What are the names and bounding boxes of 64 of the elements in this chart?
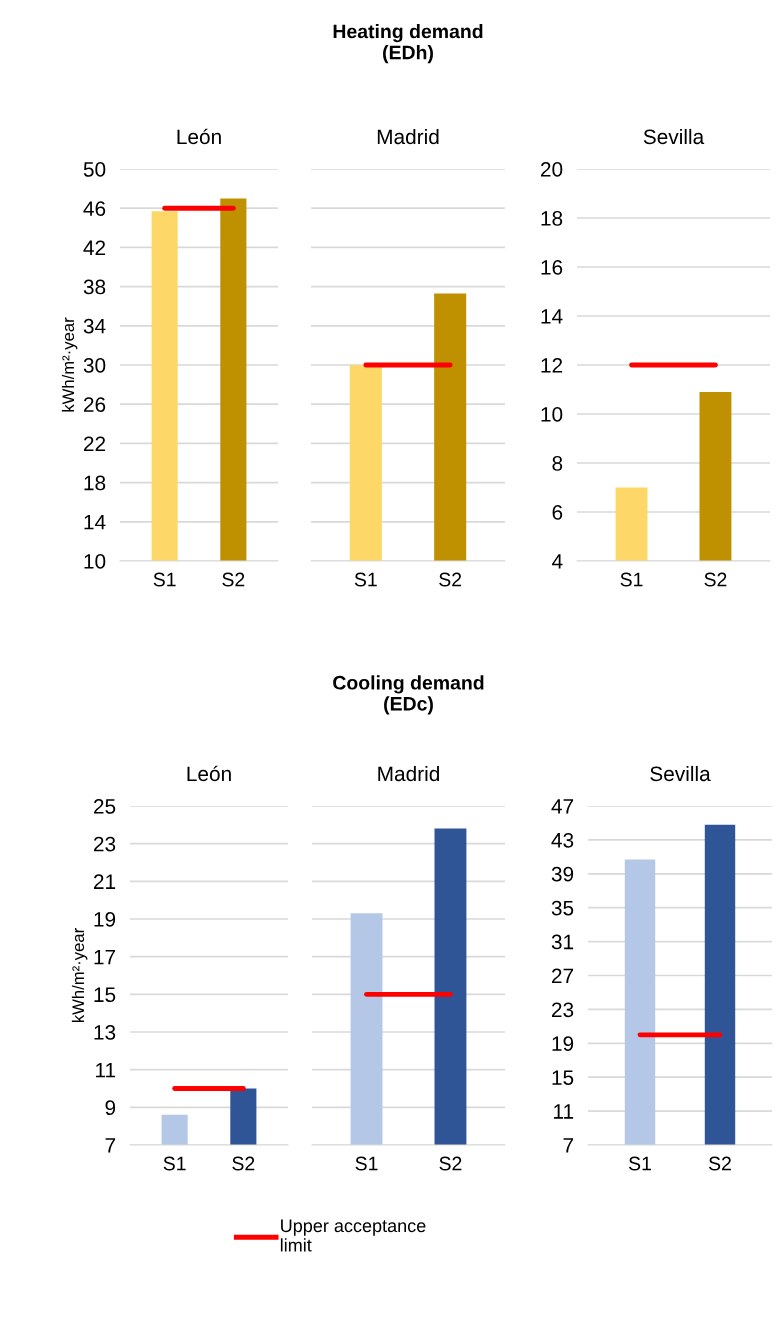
x-tick-label: S1 bbox=[620, 572, 643, 587]
y-tick-label: 12 bbox=[541, 358, 563, 373]
x-tick-label: S1 bbox=[628, 1156, 651, 1171]
y-tick-label: 11 bbox=[554, 1104, 574, 1119]
x-tick-label: S2 bbox=[232, 1156, 255, 1171]
y-tick-label: 19 bbox=[552, 1036, 574, 1052]
y-tick-label: 17 bbox=[94, 949, 116, 965]
y-tick-label: 11 bbox=[96, 1062, 116, 1078]
chart-subtitle: Madrid bbox=[378, 765, 439, 782]
y-tick-label: 21 bbox=[93, 874, 116, 889]
y-tick-label: 10 bbox=[541, 407, 563, 422]
y-tick-label: 34 bbox=[83, 318, 106, 334]
y-tick-label: 25 bbox=[93, 799, 116, 814]
y-tick-label: 13 bbox=[94, 1025, 116, 1040]
x-tick-label: S2 bbox=[704, 572, 727, 587]
x-tick-label: S1 bbox=[354, 572, 377, 587]
y-tick-label: 23 bbox=[93, 836, 116, 852]
x-tick-label: S1 bbox=[163, 1156, 186, 1171]
chart-subtitle: Sevilla bbox=[650, 765, 711, 782]
x-tick-label: S2 bbox=[222, 572, 245, 587]
x-tick-label: S1 bbox=[153, 572, 176, 587]
y-tick-label: 35 bbox=[551, 900, 574, 916]
y-tick-label: 23 bbox=[551, 1002, 574, 1018]
y-tick-label: 10 bbox=[84, 554, 106, 569]
y-tick-label: 18 bbox=[541, 211, 563, 226]
y-tick-label: 19 bbox=[94, 912, 116, 927]
chart-subtitle: León bbox=[187, 765, 231, 782]
y-axis-title: kWh/m²·year bbox=[61, 317, 78, 412]
y-tick-label: 31 bbox=[551, 934, 574, 950]
y-tick-label: 39 bbox=[551, 866, 574, 882]
y-tick-label: 38 bbox=[83, 279, 106, 295]
y-tick-label: 15 bbox=[552, 1070, 574, 1085]
x-tick-label: S1 bbox=[355, 1156, 378, 1171]
y-tick-label: 6 bbox=[552, 505, 563, 520]
y-tick-label: 4 bbox=[552, 554, 563, 569]
x-tick-label: S2 bbox=[439, 1156, 462, 1171]
y-tick-label: 42 bbox=[83, 240, 106, 255]
chart-subtitle: León bbox=[177, 128, 221, 145]
y-axis-title: kWh/m²·year bbox=[71, 928, 88, 1023]
chart-subtitle: Madrid bbox=[377, 128, 439, 145]
y-tick-label: 14 bbox=[84, 515, 106, 530]
y-tick-label: 14 bbox=[541, 309, 563, 324]
y-tick-label: 26 bbox=[83, 397, 106, 412]
y-tick-label: 15 bbox=[94, 987, 116, 1003]
legend-label: Upper acceptance limit bbox=[280, 1219, 426, 1252]
y-tick-label: 16 bbox=[541, 260, 563, 275]
chart-title: Heating demand (EDh) bbox=[333, 24, 483, 64]
x-tick-label: S2 bbox=[708, 1156, 731, 1171]
y-tick-label: 46 bbox=[83, 201, 106, 216]
y-tick-label: 8 bbox=[552, 456, 563, 471]
x-tick-label: S2 bbox=[439, 572, 462, 587]
y-tick-label: 18 bbox=[84, 475, 106, 491]
y-tick-label: 30 bbox=[83, 358, 106, 373]
y-tick-label: 20 bbox=[540, 162, 563, 177]
y-tick-label: 9 bbox=[105, 1100, 116, 1116]
y-tick-label: 22 bbox=[83, 436, 106, 451]
y-tick-label: 50 bbox=[83, 162, 106, 177]
y-tick-label: 43 bbox=[551, 832, 574, 848]
chart-subtitle: Sevilla bbox=[643, 128, 705, 145]
chart-title: Cooling demand (EDc) bbox=[333, 675, 484, 715]
y-tick-label: 27 bbox=[551, 968, 574, 984]
y-tick-label: 7 bbox=[563, 1138, 574, 1153]
y-tick-label: 47 bbox=[551, 799, 574, 814]
y-tick-label: 7 bbox=[105, 1138, 116, 1153]
